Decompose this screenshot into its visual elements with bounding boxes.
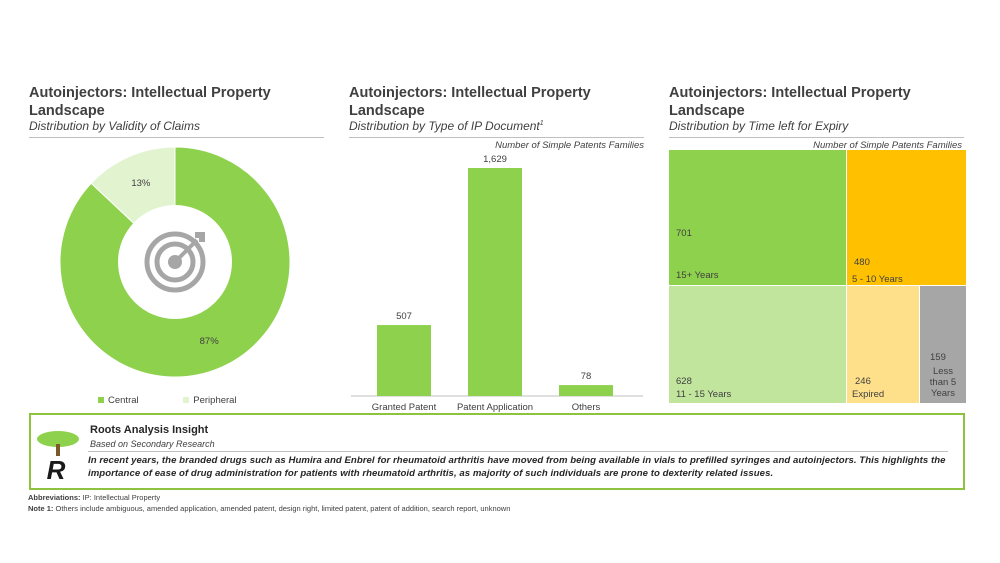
footer-abbreviations: Abbreviations: IP: Intellectual Property [28, 493, 160, 502]
treemap-cell-expired [847, 286, 919, 403]
panel2-divider [349, 137, 644, 138]
footer-note: Note 1: Others include ambiguous, amende… [28, 504, 510, 513]
treemap-value-11-15-years: 628 [676, 376, 692, 387]
treemap-cell-5-10-years [847, 150, 966, 285]
panel2-title-line2: Landscape [349, 103, 425, 119]
treemap-cell-11-15-years [669, 286, 846, 403]
panel2-axis-note: Number of Simple Patents Families [495, 140, 644, 151]
panel2-subtitle-text: Distribution by Type of IP Document [349, 119, 540, 133]
note-text: Others include ambiguous, amended applic… [53, 504, 511, 513]
panel3-title-line2: Landscape [669, 103, 745, 119]
insight-subtitle: Based on Secondary Research [90, 439, 215, 449]
legend-item-central: Central [98, 395, 139, 406]
bar-granted-patent [377, 325, 431, 396]
bar-value-label: 507 [396, 311, 412, 322]
target-icon [144, 231, 206, 293]
donut-chart: 87% 13% [60, 147, 290, 377]
treemap-value-5-10-years: 480 [854, 257, 870, 268]
panel2-subtitle-sup: 1 [539, 120, 544, 127]
treemap-label-less-than-5-years: Less than 5 Years [929, 366, 957, 399]
logo-letter: R [47, 455, 66, 483]
treemap-value-15plus-years: 701 [676, 228, 692, 239]
panel2-subtitle: Distribution by Type of IP Document1 [349, 119, 544, 133]
tree-canopy [37, 431, 79, 447]
treemap-value-less-than-5-years: 159 [930, 352, 946, 363]
note-label: Note 1: [28, 504, 54, 513]
abbr-label: Abbreviations: [28, 493, 81, 502]
panel1-divider [29, 137, 324, 138]
donut-legend: Central Peripheral [98, 395, 237, 406]
treemap-cell-less-than-5-years [920, 286, 966, 403]
panel2-title: Autoinjectors: Intellectual Property Lan… [349, 84, 591, 120]
panel3-divider [669, 137, 964, 138]
abbr-text: IP: Intellectual Property [80, 493, 161, 502]
treemap-label-15plus-years: 15+ Years [676, 270, 719, 281]
insight-box: R Roots Analysis Insight Based on Second… [29, 413, 965, 490]
panel1-title: Autoinjectors: Intellectual Property Lan… [29, 84, 271, 120]
tree-trunk [56, 444, 60, 456]
bar-patent-application [468, 168, 522, 396]
panel1-subtitle: Distribution by Validity of Claims [29, 119, 200, 133]
bar-value-label: 78 [581, 371, 592, 382]
slice-label-central: 87% [200, 336, 220, 347]
treemap-chart: 701 15+ Years 480 5 - 10 Years 628 11 - … [669, 150, 966, 403]
bar-chart: 507 Granted Patent 1,629 Patent Application… [351, 154, 643, 413]
tree-logo: R [37, 431, 79, 483]
panel3-title: Autoinjectors: Intellectual Property Lan… [669, 84, 911, 120]
panel3-subtitle: Distribution by Time left for Expiry [669, 119, 849, 133]
insight-title: Roots Analysis Insight [90, 424, 209, 436]
treemap-label-11-15-years: 11 - 15 Years [676, 389, 732, 400]
panel1-title-line1: Autoinjectors: Intellectual Property [29, 85, 271, 101]
bar-category-label: Patent Application [457, 402, 533, 413]
treemap-label-5-10-years: 5 - 10 Years [852, 274, 903, 285]
legend-item-peripheral: Peripheral [183, 395, 237, 406]
treemap-label-expired: Expired [852, 389, 885, 400]
insight-divider [88, 451, 948, 452]
panel2-title-line1: Autoinjectors: Intellectual Property [349, 85, 591, 101]
insight-body: In recent years, the branded drugs such … [88, 455, 946, 479]
panel3-axis-note: Number of Simple Patents Families [813, 140, 962, 151]
bar-others [559, 385, 613, 396]
legend-label-central: Central [108, 395, 139, 406]
treemap-value-expired: 246 [855, 376, 871, 387]
bar-category-label: Others [572, 402, 601, 413]
slice-label-peripheral: 13% [131, 178, 151, 189]
legend-label-peripheral: Peripheral [193, 395, 237, 406]
bar-category-label: Granted Patent [372, 402, 437, 413]
legend-swatch-central [98, 397, 104, 403]
panel3-title-line1: Autoinjectors: Intellectual Property [669, 85, 911, 101]
legend-swatch-peripheral [183, 397, 190, 403]
treemap-cell-15plus-years [669, 150, 846, 285]
panel1-title-line2: Landscape [29, 103, 105, 119]
bar-value-label: 1,629 [483, 154, 507, 165]
